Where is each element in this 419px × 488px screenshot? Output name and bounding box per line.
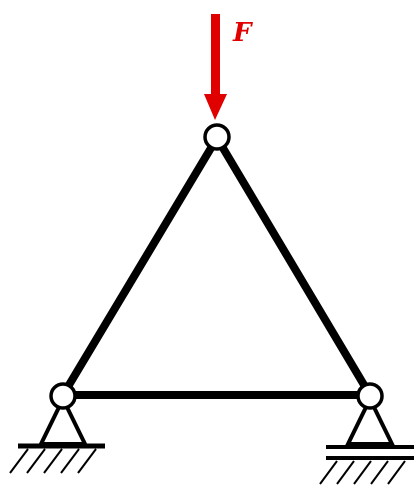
force-label: F xyxy=(232,18,253,48)
left-member xyxy=(59,134,221,399)
truss-members xyxy=(59,134,374,399)
roller-support-hatching xyxy=(319,460,406,485)
force-arrow-shaft xyxy=(211,14,220,96)
force-arrow xyxy=(204,14,227,120)
left-joint xyxy=(49,382,77,410)
top-joint xyxy=(203,123,231,151)
roller-support xyxy=(319,394,414,485)
pin-support-hatching xyxy=(9,448,97,474)
roller-support-triangle xyxy=(344,394,396,446)
force-arrow-head xyxy=(204,94,227,120)
right-joint xyxy=(356,382,384,410)
right-member xyxy=(213,134,374,399)
pin-support xyxy=(9,394,105,474)
